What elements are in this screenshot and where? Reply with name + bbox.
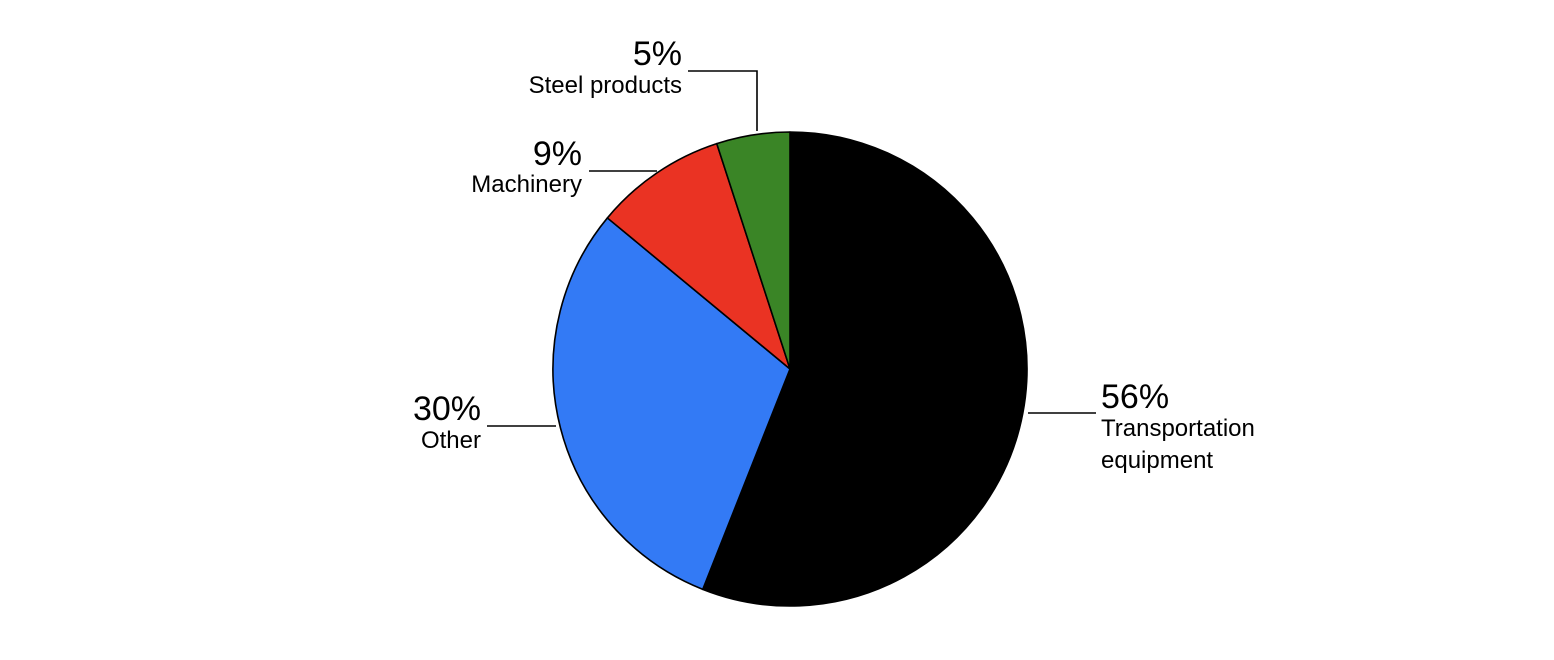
pie-labels: 56%Transportation equipment 30%Other 9%Mach… [413,35,1255,474]
slice-transportation-equipment [701,131,1028,607]
pie-slices [552,131,1028,607]
category-label-steel-products: Steel products [529,72,682,99]
slice-machinery [606,142,791,370]
value-label-steel-products: 5% [633,35,682,73]
slice-other [552,217,791,591]
category-label-transportation-equipment: Transportation [1101,415,1255,442]
category-label-machinery: Machinery [471,171,582,198]
slice-steel-products [715,131,791,370]
value-label-other: 30% [413,390,481,428]
category-label-transportation-equipment: equipment [1101,447,1213,474]
leader-line-steel-products [688,70,758,131]
value-label-transportation-equipment: 56% [1101,378,1169,416]
value-label-machinery: 9% [533,135,582,173]
category-label-other: Other [421,427,481,454]
